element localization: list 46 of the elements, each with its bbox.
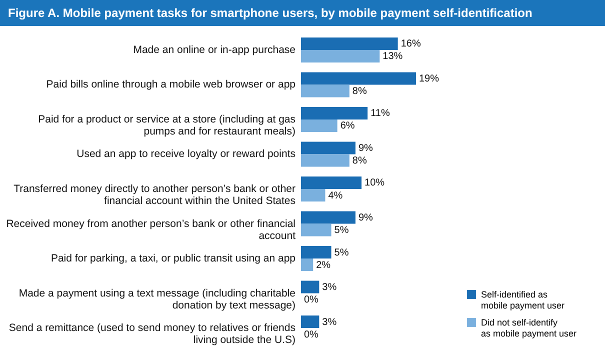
data-label: 3% (322, 316, 337, 328)
data-label: 16% (400, 38, 421, 50)
bar (301, 84, 350, 98)
data-label: 11% (370, 108, 390, 120)
data-label: 9% (358, 142, 374, 154)
y-tick-label: Paid for a product or service at a store (including at gas pumps and for restaurant meals) (38, 113, 296, 138)
bar (301, 246, 332, 259)
data-label: 2% (316, 260, 331, 271)
bar (301, 176, 362, 189)
bar (301, 50, 380, 62)
chart-title: Figure A. Mobile payment tasks for smartphone users, by mobile payment self-identification (0, 0, 605, 26)
data-label: 19% (419, 73, 440, 84)
legend-label: Self-identified as mobile payment user (481, 290, 565, 310)
data-label: 0% (304, 294, 319, 306)
data-label: 8% (352, 86, 367, 97)
bar (301, 224, 332, 236)
y-tick-label: Paid for parking, a taxi, or public transit using an app (50, 252, 296, 265)
data-label: 4% (328, 190, 343, 202)
bar (301, 189, 326, 202)
y-tick-label: Made an online or in-app purchase (133, 44, 296, 56)
y-tick-label: Used an app to receive loyalty or reward points (76, 148, 296, 160)
data-label: 5% (334, 225, 349, 236)
bar (301, 106, 368, 120)
legend-label: Did not self-identify as mobile payment user (481, 318, 577, 338)
data-label: 0% (304, 329, 319, 340)
bar (301, 37, 398, 50)
data-label: 13% (382, 51, 403, 62)
bar (301, 280, 320, 294)
bar (301, 119, 338, 132)
bar (301, 258, 314, 272)
y-tick-label: Transferred money directly to another person’s bank or other financial account within the United States (14, 183, 296, 207)
bar (301, 142, 356, 154)
bar (301, 154, 350, 167)
y-tick-label: Made a payment using a text message (including charitable donation by text message) (18, 287, 296, 312)
bar (301, 316, 320, 328)
y-tick-label: Received money from another person’s bank or other financial account (6, 218, 296, 242)
data-label: 9% (358, 212, 374, 224)
y-tick-label: Paid bills online through a mobile web browser or app (46, 78, 296, 91)
data-label: 3% (322, 282, 337, 294)
bar (301, 72, 416, 85)
data-label: 10% (364, 178, 385, 189)
data-label: 6% (340, 120, 355, 132)
data-label: 8% (352, 156, 367, 166)
y-tick-label: Send a remittance (used to send money to relatives or friends living outside the U.S) (8, 322, 296, 346)
data-label: 5% (334, 247, 349, 258)
bar (301, 211, 356, 224)
